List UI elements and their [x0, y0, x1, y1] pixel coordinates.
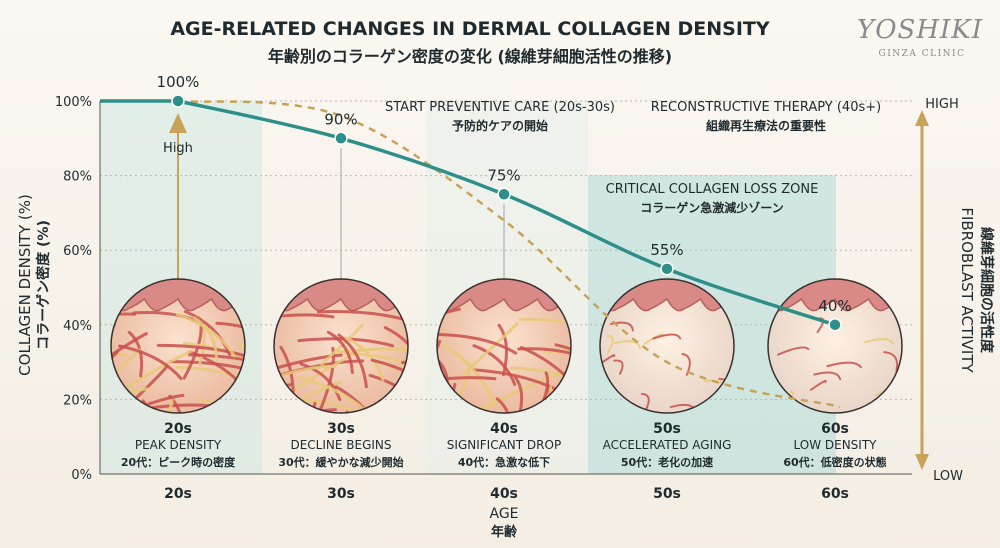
x-tick-label: 20s	[164, 486, 192, 502]
data-label: 75%	[487, 166, 520, 184]
stage-title: LOW DENSITY	[794, 438, 878, 452]
y-tick-label: 0%	[71, 468, 92, 483]
reconstructive-therapy-label: RECONSTRUCTIVE THERAPY (40s+)	[651, 100, 881, 115]
fibroblast-high-label: HIGH	[925, 97, 958, 112]
skin-cross-section-60s	[767, 278, 903, 414]
fibroblast-arrow-up	[915, 110, 929, 126]
y-tick-label: 100%	[55, 95, 92, 110]
stage-title-ja: 30代：緩やかな減少開始	[278, 455, 403, 469]
stage-title-ja: 60代：低密度の状態	[783, 455, 886, 469]
data-point	[828, 318, 842, 332]
data-point	[171, 94, 185, 108]
reconstructive-therapy-label-ja: 組織再生療法の重要性	[706, 118, 826, 133]
data-label: 100%	[157, 73, 200, 91]
stage-age: 50s	[653, 421, 681, 437]
preventive-care-label: START PREVENTIVE CARE (20s-30s)	[385, 100, 615, 115]
high-marker: High	[163, 113, 193, 280]
x-axis-label-ja: 年齢	[491, 524, 518, 540]
fibroblast-arrow-down	[915, 454, 929, 470]
stage-title: PEAK DENSITY	[135, 438, 222, 452]
fibroblast-low-label: LOW	[933, 469, 963, 484]
y-tick-label: 20%	[63, 393, 92, 408]
x-tick-label: 60s	[821, 486, 849, 502]
stage-title-ja: 50代：老化の加速	[621, 455, 713, 469]
y-axis-label: COLLAGEN DENSITY (%)	[16, 194, 34, 376]
stage-age: 60s	[821, 421, 849, 437]
data-label: 55%	[650, 241, 683, 259]
data-label: 90%	[324, 110, 357, 128]
data-label: 40%	[818, 297, 851, 315]
y-tick-labels: 0% 20% 40% 60% 80% 100%	[55, 95, 92, 483]
x-axis-label: AGE	[489, 506, 518, 522]
preventive-care-label-ja: 予防的ケアの開始	[452, 118, 548, 133]
fibroblast-activity-curve	[177, 99, 841, 409]
stage-title-ja: 40代：急激な低下	[458, 455, 550, 469]
y-tick-label: 40%	[63, 319, 92, 334]
brand-logo: YOSHIKI GINZA CLINIC	[857, 15, 983, 59]
data-point	[334, 131, 348, 146]
fibroblast-axis-label-ja: 線維芽細胞の活性度	[978, 227, 995, 354]
y-tick-label: 80%	[63, 170, 92, 185]
y-axis-title: COLLAGEN DENSITY (%) コラーゲン密度 (%)	[16, 194, 52, 376]
stage-age: 40s	[490, 421, 518, 437]
brand-name: YOSHIKI	[857, 15, 983, 45]
data-points: 100% 90% 75% 55% 40%	[157, 73, 852, 332]
fibroblast-axis-label: FIBROBLAST ACTIVITY	[958, 207, 976, 373]
stage-age: 20s	[164, 421, 192, 437]
critical-zone-label-ja: コラーゲン急激減少ゾーン	[640, 200, 783, 215]
x-tick-label: 50s	[653, 486, 681, 502]
x-tick-label: 40s	[490, 486, 518, 502]
critical-zone-label: CRITICAL COLLAGEN LOSS ZONE	[606, 182, 819, 197]
high-marker-label: High	[163, 141, 193, 156]
x-tick-labels: 20s 30s 40s 50s 60s	[164, 486, 849, 502]
stage-title: ACCELERATED AGING	[603, 438, 732, 452]
data-point	[660, 262, 674, 276]
y-tick-label: 60%	[63, 244, 92, 259]
data-point	[497, 187, 511, 201]
stage-age: 30s	[327, 421, 355, 437]
y-axis-label-ja: コラーゲン密度 (%)	[35, 220, 52, 350]
stage-title-ja: 20代：ピーク時の密度	[121, 455, 236, 469]
stage-title: DECLINE BEGINS	[290, 438, 391, 452]
x-tick-label: 30s	[327, 486, 355, 502]
chart-title: AGE-RELATED CHANGES IN DERMAL COLLAGEN D…	[170, 18, 770, 40]
fibroblast-axis: HIGH LOW FIBROBLAST ACTIVITY 線維芽細胞の活性度	[915, 97, 995, 484]
brand-tagline: GINZA CLINIC	[879, 49, 966, 59]
stage-title: SIGNIFICANT DROP	[447, 438, 561, 452]
high-arrow-head	[169, 113, 187, 133]
chart-subtitle: 年齢別のコラーゲン密度の変化 (線維芽細胞活性の推移)	[268, 47, 672, 66]
